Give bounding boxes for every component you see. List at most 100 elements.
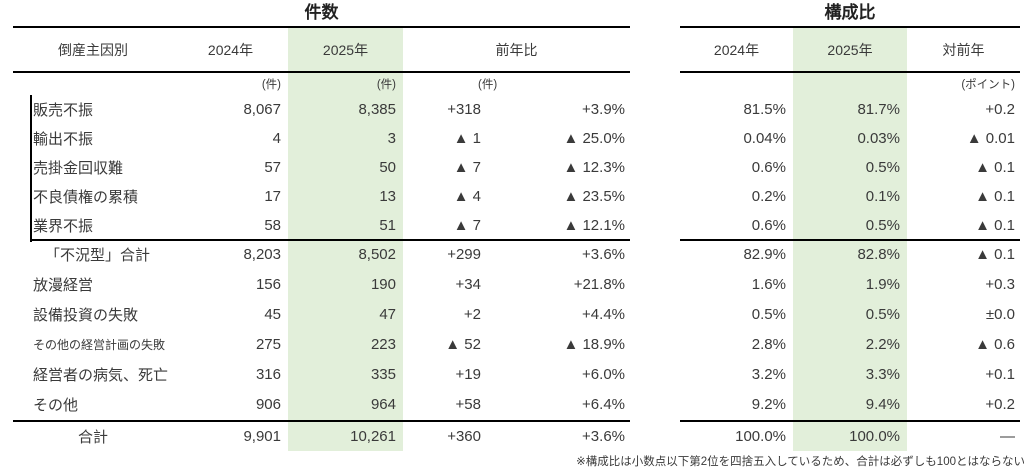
unit-cell-empty (680, 73, 793, 95)
col-header-2024: 2024年 (713, 41, 760, 58)
count-diff: +58 (455, 396, 481, 413)
count-diff: +318 (447, 100, 481, 118)
table-row: 放漫経営 156 190 +34 +21.8% (13, 269, 630, 300)
table-row: その他の経営計画の失敗 275 223 ▲ 52 ▲ 18.9% (13, 329, 630, 360)
counts-header-row: 倒産主因別 2024年 2025年 前年比 (13, 28, 630, 73)
count-2024: 17 (264, 187, 281, 205)
table-row: 3.2% 3.3% +0.1 (680, 359, 1020, 390)
share-2025: 0.5% (793, 299, 907, 330)
count-pct: ▲ 18.9% (563, 336, 625, 353)
share-2024: 82.9% (743, 246, 786, 263)
share-2025: 82.8% (793, 239, 907, 270)
count-2025: 13 (288, 181, 403, 211)
share-diff: +0.2 (985, 100, 1015, 118)
count-pct: +6.0% (582, 366, 625, 383)
share-2024: 81.5% (743, 100, 786, 118)
count-diff: +34 (455, 276, 481, 293)
footnote: ※構成比は小数点以下第2位を四捨五入しているため、合計は必ずしも100とはならな… (576, 456, 1025, 468)
col-header-2024: 2024年 (207, 41, 254, 58)
count-2025: 8,502 (288, 239, 403, 270)
count-diff: +19 (455, 366, 481, 383)
count-pct: +6.4% (582, 396, 625, 413)
counts-table: 件数 倒産主因別 2024年 2025年 前年比 (件) (件) (件) 販売不… (13, 0, 630, 451)
table-row-total: 合計 9,901 10,261 +360 +3.6% (13, 419, 630, 451)
recession-type-group-bracket (30, 95, 32, 242)
share-2025: 0.1% (793, 181, 907, 211)
share-diff: ▲ 0.01 (966, 129, 1015, 147)
share-diff: ±0.0 (985, 306, 1015, 323)
unit-2025: (件) (288, 73, 403, 95)
count-pct: ▲ 12.1% (563, 216, 625, 234)
counts-units-row: (件) (件) (件) (13, 73, 630, 95)
share-2025: 0.03% (793, 123, 907, 153)
count-pct: +3.6% (582, 427, 625, 445)
unit-cell-empty (13, 73, 173, 95)
row-label: 不良債権の累積 (33, 188, 139, 206)
col-header-2025: 2025年 (793, 28, 907, 71)
count-2024: 9,901 (243, 427, 281, 445)
count-2024: 156 (255, 276, 281, 293)
unit-diff: (件) (478, 78, 498, 91)
table-row-total: 100.0% 100.0% — (680, 419, 1020, 451)
table-row: 0.2% 0.1% ▲ 0.1 (680, 181, 1020, 211)
col-header-2025: 2025年 (288, 28, 403, 71)
count-2025: 8,385 (288, 94, 403, 124)
col-header-cause: 倒産主因別 (58, 41, 128, 58)
row-label: 「不況型」合計 (45, 247, 151, 264)
count-diff: +360 (447, 427, 481, 445)
count-2024: 4 (272, 129, 281, 147)
count-diff: +299 (447, 246, 481, 263)
share-2024: 9.2% (751, 396, 786, 413)
table-row: 0.6% 0.5% ▲ 0.1 (680, 152, 1020, 182)
share-2024: 1.6% (751, 276, 786, 293)
share-title: 構成比 (680, 0, 1020, 28)
count-pct: ▲ 23.5% (563, 187, 625, 205)
table-row: 9.2% 9.4% +0.2 (680, 389, 1020, 420)
count-2024: 8,067 (243, 100, 281, 118)
share-2025: 0.5% (793, 210, 907, 240)
share-2025: 0.5% (793, 152, 907, 182)
table-row: 経営者の病気、死亡 316 335 +19 +6.0% (13, 359, 630, 390)
count-2025: 964 (288, 389, 403, 420)
table-row: 0.6% 0.5% ▲ 0.1 (680, 210, 1020, 241)
col-header-yoy: 対前年 (942, 41, 985, 58)
count-pct: +4.4% (582, 306, 625, 323)
counts-title: 件数 (13, 0, 630, 28)
share-diff: +0.1 (985, 366, 1015, 383)
count-2024: 316 (255, 366, 281, 383)
count-2025: 190 (288, 269, 403, 300)
unit-cell-empty (793, 73, 907, 95)
count-2025: 3 (288, 123, 403, 153)
share-2025: 100.0% (793, 421, 907, 451)
count-2025: 10,261 (288, 421, 403, 451)
share-2024: 0.6% (751, 216, 786, 234)
table-row: その他 906 964 +58 +6.4% (13, 389, 630, 420)
count-diff: ▲ 7 (453, 158, 481, 176)
table-row: 1.6% 1.9% +0.3 (680, 269, 1020, 300)
count-diff: ▲ 1 (453, 129, 481, 147)
count-2024: 58 (264, 216, 281, 234)
unit-2024: (件) (261, 78, 281, 91)
share-diff: — (1000, 427, 1015, 445)
row-label: 業界不振 (33, 217, 94, 235)
row-label: 設備投資の失敗 (33, 307, 139, 324)
row-label: 売掛金回収難 (33, 159, 124, 177)
share-2024: 0.2% (751, 187, 786, 205)
count-pct: +3.9% (582, 100, 625, 118)
count-pct: +21.8% (573, 276, 625, 293)
share-diff: ▲ 0.1 (975, 246, 1015, 263)
share-2024: 0.5% (751, 306, 786, 323)
share-2025: 3.3% (793, 359, 907, 390)
table-row: 不良債権の累積 17 13 ▲ 4 ▲ 23.5% (13, 181, 630, 211)
share-2025: 2.2% (793, 329, 907, 360)
count-diff: +2 (463, 306, 481, 323)
col-header-yoy: 前年比 (495, 41, 538, 58)
count-2024: 275 (255, 336, 281, 353)
table-row: 81.5% 81.7% +0.2 (680, 94, 1020, 124)
count-2025: 51 (288, 210, 403, 240)
row-label: その他 (33, 397, 79, 414)
count-pct: +3.6% (582, 246, 625, 263)
count-2024: 8,203 (243, 246, 281, 263)
share-diff: +0.2 (985, 396, 1015, 413)
